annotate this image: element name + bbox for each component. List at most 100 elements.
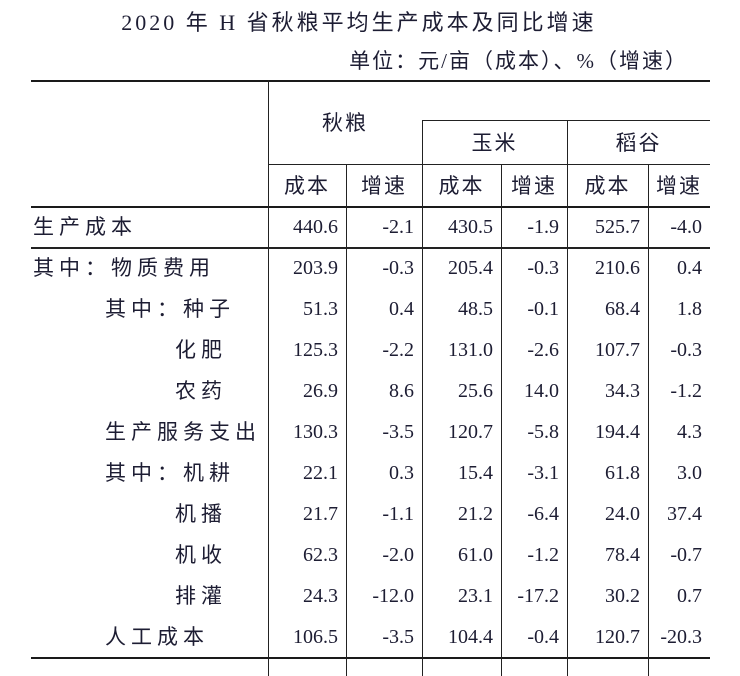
table-row: 生产成本 440.6 -2.1 430.5 -1.9 525.7 -4.0 (31, 207, 710, 248)
qiuliang-growth-value: 0.3 (389, 462, 414, 484)
yumi-cost-value: 25.6 (458, 380, 493, 402)
cost-table: 秋粮 玉米 稻谷 成本 增速 成本 增速 成本 增速 生产成本 440.6 -2… (31, 80, 710, 676)
qiuliang-cost-value: 106.5 (293, 626, 338, 648)
qiuliang-cost-value: 125.3 (293, 339, 338, 361)
daogu-cost-value: 30.2 (605, 585, 640, 607)
daogu-cost-value: 78.4 (605, 544, 640, 566)
yumi-growth-value: -0.3 (527, 257, 559, 279)
daogu-growth-value: 4.3 (677, 421, 702, 443)
daogu-growth-value: -20.3 (660, 626, 702, 648)
rule-col-divider-1 (268, 80, 269, 676)
subheader-daogu-growth: 增速 (656, 174, 702, 198)
yumi-growth-value: -5.8 (527, 421, 559, 443)
daogu-cost-value: 24.0 (605, 503, 640, 525)
yumi-cost-value: 61.0 (458, 544, 493, 566)
qiuliang-growth-value: -2.1 (382, 216, 414, 238)
daogu-cost-value: 525.7 (595, 216, 640, 238)
yumi-growth-value: -0.4 (527, 626, 559, 648)
qiuliang-growth-value: -2.2 (382, 339, 414, 361)
subheader-daogu-cost: 成本 (584, 174, 631, 198)
qiuliang-growth-value: -1.1 (382, 503, 414, 525)
yumi-growth-value: -6.4 (527, 503, 559, 525)
daogu-growth-value: 0.7 (677, 585, 702, 607)
yumi-cost-value: 21.2 (458, 503, 493, 525)
yumi-cost-value: 15.4 (458, 462, 493, 484)
yumi-growth-value: 14.0 (524, 380, 559, 402)
qiuliang-growth-value: 8.6 (389, 380, 414, 402)
row-label: 生产成本 (33, 215, 137, 239)
table-row: 机收 62.3 -2.0 61.0 -1.2 78.4 -0.7 (31, 535, 710, 576)
table-row: 农药 26.9 8.6 25.6 14.0 34.3 -1.2 (31, 371, 710, 412)
qiuliang-growth-value: -0.3 (382, 257, 414, 279)
rule-below-header (31, 206, 710, 208)
row-label: 人工成本 (105, 625, 209, 649)
row-label: 机播 (175, 502, 227, 526)
rule-col-divider-3 (422, 120, 423, 676)
yumi-growth-value: -1.9 (527, 216, 559, 238)
yumi-growth-value: -0.1 (527, 298, 559, 320)
yumi-growth-value: -1.2 (527, 544, 559, 566)
daogu-growth-value: -0.7 (670, 544, 702, 566)
table-row: 人工成本 106.5 -3.5 104.4 -0.4 120.7 -20.3 (31, 617, 710, 658)
qiuliang-cost-value: 24.3 (303, 585, 338, 607)
row-label: 农药 (175, 379, 227, 403)
qiuliang-cost-value: 62.3 (303, 544, 338, 566)
subheader-qiuliang-cost: 成本 (284, 174, 330, 198)
subheader-yumi-cost: 成本 (438, 174, 485, 198)
daogu-growth-value: 0.4 (677, 257, 702, 279)
yumi-growth-value: -2.6 (527, 339, 559, 361)
qiuliang-cost-value: 440.6 (293, 216, 338, 238)
daogu-growth-value: -4.0 (670, 216, 702, 238)
daogu-cost-value: 210.6 (595, 257, 640, 279)
table-row: 其中：机耕 22.1 0.3 15.4 -3.1 61.8 3.0 (31, 453, 710, 494)
table-row: 生产服务支出 130.3 -3.5 120.7 -5.8 194.4 4.3 (31, 412, 710, 453)
yumi-cost-value: 48.5 (458, 298, 493, 320)
qiuliang-growth-value: 0.4 (389, 298, 414, 320)
rule-top (31, 80, 710, 82)
subheader-qiuliang-growth: 增速 (361, 174, 407, 198)
qiuliang-cost-value: 203.9 (293, 257, 338, 279)
yumi-cost-value: 430.5 (448, 216, 493, 238)
daogu-cost-value: 194.4 (595, 421, 640, 443)
qiuliang-growth-value: -12.0 (372, 585, 414, 607)
rule-col-divider-2 (346, 164, 347, 676)
row-label: 机收 (175, 543, 227, 567)
yumi-cost-value: 120.7 (448, 421, 493, 443)
row-label: 生产服务支出 (105, 420, 261, 444)
rule-col-divider-4 (501, 164, 502, 676)
table-row: 化肥 125.3 -2.2 131.0 -2.6 107.7 -0.3 (31, 330, 710, 371)
qiuliang-cost-value: 22.1 (303, 462, 338, 484)
daogu-cost-value: 120.7 (595, 626, 640, 648)
rule-below-total-row (31, 247, 710, 249)
daogu-growth-value: -1.2 (670, 380, 702, 402)
row-label: 其中：机耕 (105, 461, 235, 485)
unit-note: 单位：元/亩（成本）、%（增速） (349, 49, 688, 73)
yumi-cost-value: 205.4 (448, 257, 493, 279)
group-header-qiuliang: 秋粮 (322, 111, 368, 135)
row-label: 化肥 (175, 338, 227, 362)
daogu-cost-value: 107.7 (595, 339, 640, 361)
rule-above-subgroups (422, 120, 710, 121)
rule-col-divider-5 (567, 120, 568, 676)
daogu-cost-value: 68.4 (605, 298, 640, 320)
table-row: 其中：种子 51.3 0.4 48.5 -0.1 68.4 1.8 (31, 289, 710, 330)
daogu-cost-value: 34.3 (605, 380, 640, 402)
row-label: 排灌 (175, 584, 227, 608)
daogu-growth-value: 3.0 (677, 462, 702, 484)
group-header-daogu: 稻谷 (615, 131, 662, 155)
qiuliang-growth-value: -3.5 (382, 626, 414, 648)
yumi-cost-value: 131.0 (448, 339, 493, 361)
rule-bottom (31, 657, 710, 659)
daogu-growth-value: 37.4 (667, 503, 702, 525)
yumi-growth-value: -3.1 (527, 462, 559, 484)
qiuliang-cost-value: 26.9 (303, 380, 338, 402)
table-row: 其中：物质费用 203.9 -0.3 205.4 -0.3 210.6 0.4 (31, 248, 710, 289)
page-title: 2020 年 H 省秋粮平均生产成本及同比增速 (121, 10, 597, 35)
yumi-growth-value: -17.2 (517, 585, 559, 607)
table-row: 排灌 24.3 -12.0 23.1 -17.2 30.2 0.7 (31, 576, 710, 617)
yumi-cost-value: 104.4 (448, 626, 493, 648)
yumi-cost-value: 23.1 (458, 585, 493, 607)
rule-col-divider-6 (648, 164, 649, 676)
daogu-cost-value: 61.8 (605, 462, 640, 484)
